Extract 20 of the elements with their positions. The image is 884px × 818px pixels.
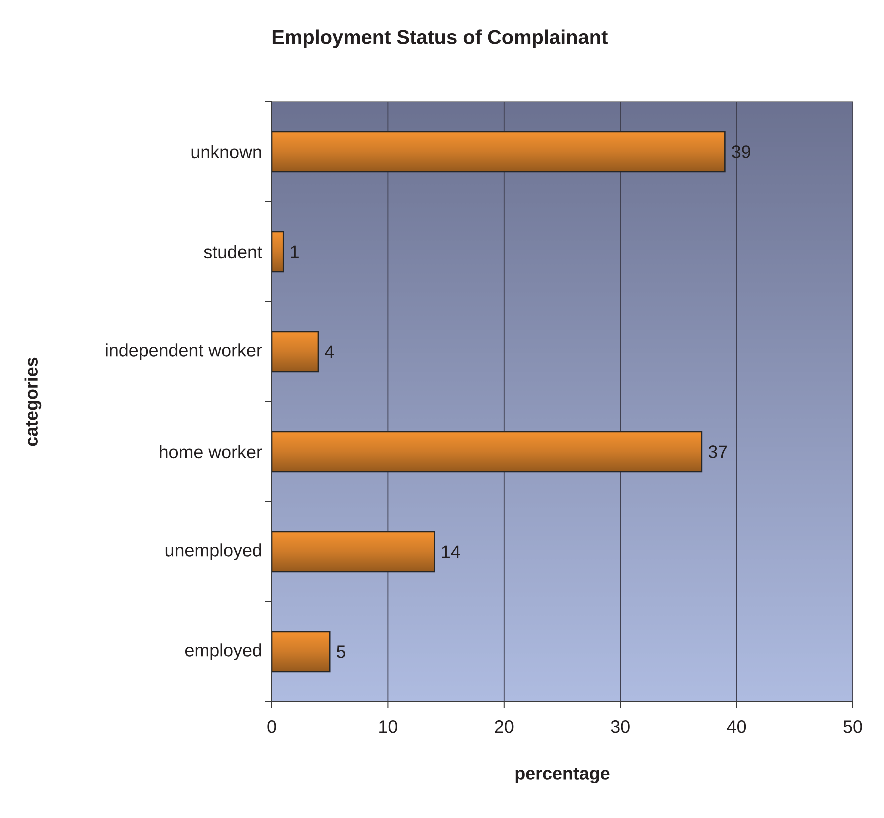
y-tick-label: student — [204, 245, 262, 259]
y-axis-title: categories — [24, 358, 42, 446]
x-tick-label: 30 — [611, 720, 630, 734]
x-axis-title: percentage — [516, 768, 610, 784]
x-tick-label: 10 — [380, 720, 398, 734]
data-label: 37 — [708, 446, 728, 458]
data-label: 4 — [325, 346, 334, 358]
x-tick-label: 40 — [727, 720, 746, 734]
y-tick-label: unknown — [192, 145, 262, 159]
chart-title: Employment Status of Complainant — [272, 30, 608, 48]
x-tick-label: 0 — [268, 720, 276, 734]
y-tick-label: employed — [185, 644, 262, 660]
data-label: 14 — [442, 546, 460, 558]
x-tick-label: 50 — [844, 720, 862, 734]
data-label: 1 — [291, 246, 299, 258]
data-label: 5 — [337, 646, 346, 658]
y-tick-label: independent worker — [106, 344, 262, 360]
x-tick-label: 20 — [495, 720, 514, 734]
y-tick-label: home worker — [160, 445, 262, 459]
y-tick-label: unemployed — [166, 544, 262, 560]
